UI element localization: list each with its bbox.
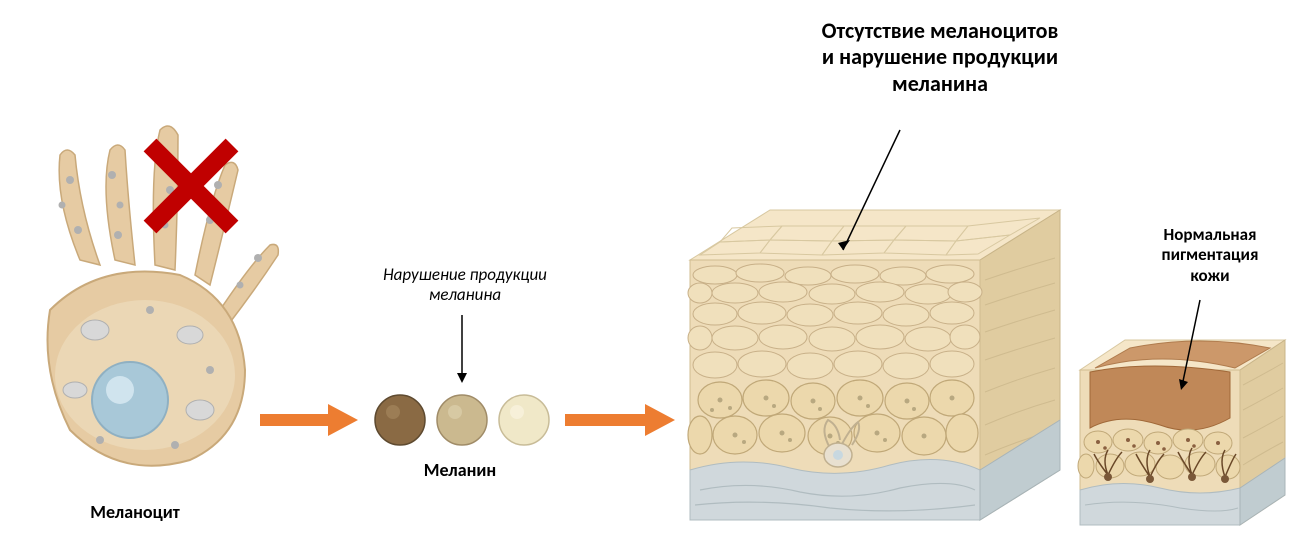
- arrow-1: [260, 404, 358, 436]
- diagram-canvas: [0, 0, 1307, 534]
- melanocyte-cell: [48, 126, 279, 466]
- pointer-arrow-disruption: [457, 315, 467, 383]
- skin-block-small: [1078, 340, 1285, 525]
- skin-block-large: [688, 210, 1060, 520]
- melanin-circles: [375, 395, 549, 445]
- arrow-2: [565, 404, 675, 436]
